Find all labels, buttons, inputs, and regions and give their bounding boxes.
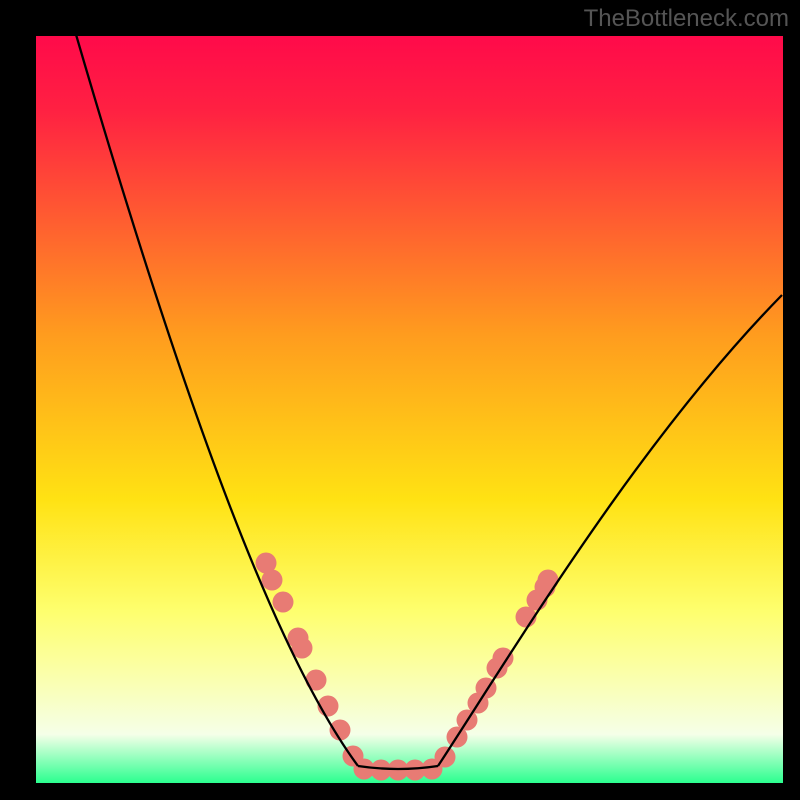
plot-gradient-background xyxy=(36,36,783,783)
watermark-text: TheBottleneck.com xyxy=(584,5,789,33)
chart-frame: TheBottleneck.com xyxy=(0,0,800,800)
